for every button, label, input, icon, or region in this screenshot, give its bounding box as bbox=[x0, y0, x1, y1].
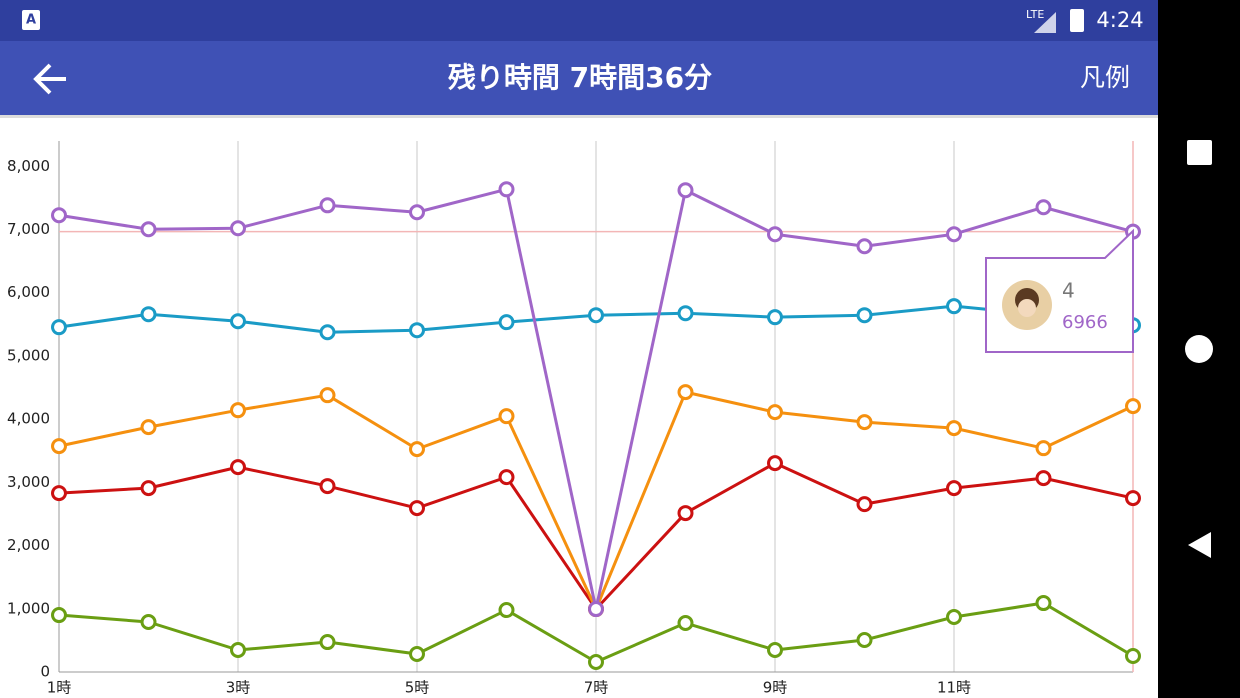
point-marker bbox=[498, 314, 515, 331]
point-marker bbox=[946, 298, 962, 315]
point-marker bbox=[51, 438, 67, 455]
point-marker bbox=[140, 419, 157, 436]
point-marker bbox=[140, 613, 157, 630]
tooltip-avatar-face bbox=[1018, 299, 1036, 317]
tooltip-value: 6966 bbox=[1062, 312, 1108, 333]
point-marker bbox=[677, 384, 694, 401]
x-tick-label: 3時 bbox=[226, 679, 251, 697]
point-marker bbox=[767, 309, 783, 326]
point-marker bbox=[856, 238, 873, 255]
point-marker bbox=[319, 324, 336, 341]
point-marker bbox=[856, 632, 873, 649]
y-tick-label: 2,000 bbox=[7, 536, 50, 554]
point-marker bbox=[767, 642, 783, 659]
status-bar bbox=[0, 0, 1158, 41]
point-marker bbox=[498, 408, 515, 425]
point-marker bbox=[588, 601, 604, 618]
tooltip-label: 4 bbox=[1062, 279, 1075, 303]
point-marker bbox=[409, 500, 425, 517]
point-marker bbox=[230, 402, 246, 419]
x-tick-label: 7時 bbox=[584, 679, 609, 697]
point-marker bbox=[946, 420, 962, 437]
point-marker bbox=[319, 634, 336, 651]
app-bar-shadow bbox=[0, 115, 1158, 118]
point-marker bbox=[498, 469, 515, 486]
point-marker bbox=[677, 505, 694, 522]
point-marker bbox=[677, 182, 694, 199]
y-tick-label: 1,000 bbox=[7, 599, 50, 617]
point-marker bbox=[409, 204, 425, 221]
point-marker bbox=[588, 307, 604, 324]
point-marker bbox=[409, 322, 425, 339]
app-bar bbox=[0, 41, 1158, 115]
point-marker bbox=[498, 181, 515, 198]
point-marker bbox=[946, 609, 962, 626]
point-marker bbox=[51, 485, 67, 502]
signal-icon bbox=[1034, 12, 1056, 33]
point-marker bbox=[1035, 595, 1052, 612]
point-marker bbox=[856, 496, 873, 513]
point-marker bbox=[51, 207, 67, 224]
x-tick-label: 1時 bbox=[47, 679, 72, 697]
point-marker bbox=[946, 480, 962, 497]
point-marker bbox=[409, 645, 425, 662]
point-marker bbox=[588, 654, 604, 671]
point-marker bbox=[946, 226, 962, 243]
network-label: LTE bbox=[1026, 8, 1044, 21]
point-marker bbox=[51, 607, 67, 624]
point-marker bbox=[230, 313, 246, 330]
y-tick-label: 4,000 bbox=[7, 410, 50, 428]
app-bar-title: 残り時間 7時間36分 bbox=[448, 61, 712, 94]
back-nav-button[interactable] bbox=[1188, 532, 1211, 558]
point-marker bbox=[51, 319, 67, 336]
point-marker bbox=[677, 305, 694, 322]
home-button[interactable] bbox=[1185, 335, 1213, 363]
battery-icon bbox=[1070, 9, 1084, 32]
point-marker bbox=[409, 441, 425, 458]
y-tick-label: 3,000 bbox=[7, 473, 50, 491]
point-marker bbox=[140, 306, 157, 323]
point-marker bbox=[1035, 440, 1052, 457]
point-marker bbox=[767, 404, 783, 421]
point-marker bbox=[1125, 648, 1141, 665]
point-marker bbox=[1035, 199, 1052, 216]
point-marker bbox=[767, 226, 783, 243]
point-marker bbox=[230, 642, 246, 659]
y-tick-label: 7,000 bbox=[7, 220, 50, 238]
point-marker bbox=[230, 459, 246, 476]
back-button[interactable] bbox=[33, 63, 66, 95]
recents-button[interactable] bbox=[1187, 140, 1212, 165]
legend-button[interactable]: 凡例 bbox=[1080, 63, 1130, 92]
point-marker bbox=[1035, 470, 1052, 487]
clock: 4:24 bbox=[1096, 8, 1143, 32]
point-marker bbox=[677, 615, 694, 632]
app-icon bbox=[22, 10, 40, 30]
point-marker bbox=[856, 307, 873, 324]
app-icon-glyph: A bbox=[26, 13, 36, 28]
y-tick-label: 5,000 bbox=[7, 346, 50, 364]
point-marker bbox=[319, 197, 336, 214]
chart: 1時 3時 5時 7時 9時 11時 0 1,000 2,000 3,000 4,000 5,000 6… bbox=[7, 141, 1141, 697]
x-tick-label: 5時 bbox=[405, 679, 430, 697]
tooltip: 4 6966 bbox=[985, 228, 1134, 353]
y-tick-label: 6,000 bbox=[7, 283, 50, 301]
point-marker bbox=[319, 387, 336, 404]
point-marker bbox=[856, 414, 873, 431]
y-tick-label: 0 bbox=[40, 663, 50, 681]
point-marker bbox=[140, 221, 157, 238]
point-marker bbox=[140, 480, 157, 497]
point-marker bbox=[1125, 398, 1141, 415]
y-tick-label: 8,000 bbox=[7, 157, 50, 175]
point-marker bbox=[230, 220, 246, 237]
point-marker bbox=[1125, 490, 1141, 507]
point-marker bbox=[319, 478, 336, 495]
x-tick-label: 11時 bbox=[937, 679, 971, 697]
point-marker bbox=[767, 455, 783, 472]
point-marker bbox=[498, 602, 515, 619]
x-tick-label: 9時 bbox=[763, 679, 788, 697]
